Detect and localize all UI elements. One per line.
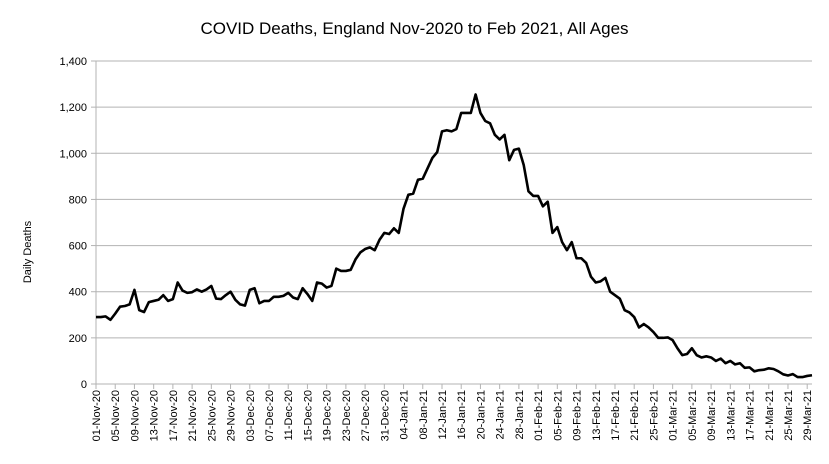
x-tick-label: 17-Mar-21	[745, 390, 757, 441]
x-tick-label: 07-Dec-20	[264, 390, 276, 441]
x-tick-label: 05-Mar-21	[687, 390, 699, 441]
y-tick-label: 1,000	[59, 148, 87, 160]
x-tick-label: 13-Feb-21	[591, 390, 603, 441]
x-tick-label: 01-Nov-20	[91, 390, 103, 441]
x-tick-label: 29-Nov-20	[226, 390, 238, 441]
x-tick-label: 16-Jan-21	[456, 390, 468, 440]
x-tick-label: 09-Feb-21	[572, 390, 584, 441]
x-tick-label: 08-Jan-21	[418, 390, 430, 440]
x-tick-label: 25-Feb-21	[648, 390, 660, 441]
y-tick-label: 1,200	[59, 102, 87, 114]
x-tick-label: 17-Nov-20	[168, 390, 180, 441]
x-tick-label: 21-Feb-21	[629, 390, 641, 441]
x-tick-label: 12-Jan-21	[437, 390, 449, 440]
chart-title: COVID Deaths, England Nov-2020 to Feb 20…	[200, 19, 629, 38]
x-tick-label: 01-Feb-21	[533, 390, 545, 441]
y-tick-labels: 0 200 400 600 800 1,000 1,200 1,400	[59, 56, 87, 391]
x-tick-label: 17-Feb-21	[610, 390, 622, 441]
y-tick-label: 1,400	[59, 56, 87, 68]
axes	[91, 60, 812, 389]
x-tick-label: 20-Jan-21	[475, 390, 487, 440]
y-tick-label: 0	[81, 379, 87, 391]
x-tick-label: 25-Mar-21	[783, 390, 795, 441]
x-tick-label: 21-Nov-20	[187, 390, 199, 441]
x-tick-label: 09-Mar-21	[706, 390, 718, 441]
x-tick-label: 31-Dec-20	[379, 390, 391, 441]
y-tick-label: 800	[69, 194, 87, 206]
y-tick-label: 600	[69, 241, 87, 253]
x-tick-label: 11-Dec-20	[283, 390, 295, 441]
gridlines	[96, 60, 812, 339]
x-tick-label: 29-Mar-21	[802, 390, 814, 441]
x-tick-label: 03-Dec-20	[245, 390, 257, 441]
x-tick-label: 15-Dec-20	[302, 390, 314, 441]
x-tick-label: 13-Nov-20	[149, 390, 161, 441]
x-tick-labels: 01-Nov-20 05-Nov-20 09-Nov-20 13-Nov-20 17-N…	[91, 390, 814, 441]
x-tick-label: 23-Dec-20	[341, 390, 353, 441]
x-tick-label: 25-Nov-20	[206, 390, 218, 441]
y-tick-label: 200	[69, 333, 87, 345]
x-tick-label: 27-Dec-20	[360, 390, 372, 441]
x-tick-label: 24-Jan-21	[495, 390, 507, 440]
y-tick-label: 400	[69, 287, 87, 299]
x-tick-label: 05-Nov-20	[110, 390, 122, 441]
daily-deaths-line	[96, 93, 813, 379]
x-tick-label: 28-Jan-21	[514, 390, 526, 440]
x-tick-label: 21-Mar-21	[764, 390, 776, 441]
x-tick-label: 19-Dec-20	[322, 390, 334, 441]
y-axis-label: Daily Deaths	[22, 220, 34, 283]
x-tick-label: 04-Jan-21	[399, 390, 411, 440]
x-tick-label: 05-Feb-21	[552, 390, 564, 441]
x-tick-label: 09-Nov-20	[129, 390, 141, 441]
x-tick-label: 13-Mar-21	[725, 390, 737, 441]
x-tick-label: 01-Mar-21	[668, 390, 680, 441]
